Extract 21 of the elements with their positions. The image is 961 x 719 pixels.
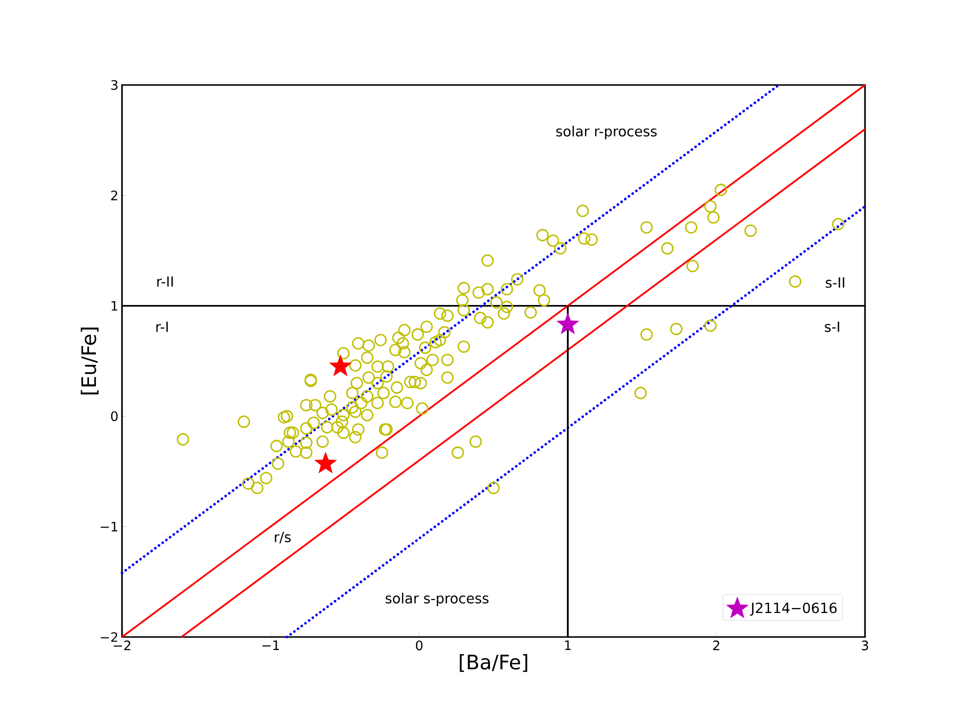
- annotation: solar r-process: [556, 126, 657, 140]
- annotation: r/s: [274, 532, 291, 544]
- x-tick-label: 3: [862, 640, 868, 650]
- x-tick-label: −1: [262, 640, 279, 650]
- y-tick-label: 0: [111, 411, 118, 422]
- y-tick-label: 1: [112, 301, 118, 311]
- y-tick-label: −2: [100, 632, 118, 642]
- annotation: solar s-process: [386, 592, 489, 606]
- annotation: r-II: [157, 276, 173, 287]
- legend-label: J2114−0616: [750, 602, 837, 616]
- x-tick-label: 0: [416, 640, 422, 650]
- y-tick-label: 2: [111, 190, 118, 200]
- x-axis-title: [Ba/Fe]: [460, 654, 528, 672]
- y-tick-label: 3: [111, 80, 118, 90]
- y-tick-label: −1: [100, 522, 118, 532]
- annotation: s-II: [826, 277, 844, 288]
- x-tick-label: 1: [565, 640, 571, 650]
- y-axis-title: [Eu/Fe]: [80, 328, 99, 394]
- x-tick-label: 2: [713, 640, 720, 650]
- annotation: s-I: [824, 322, 840, 332]
- annotation: r-I: [156, 322, 168, 332]
